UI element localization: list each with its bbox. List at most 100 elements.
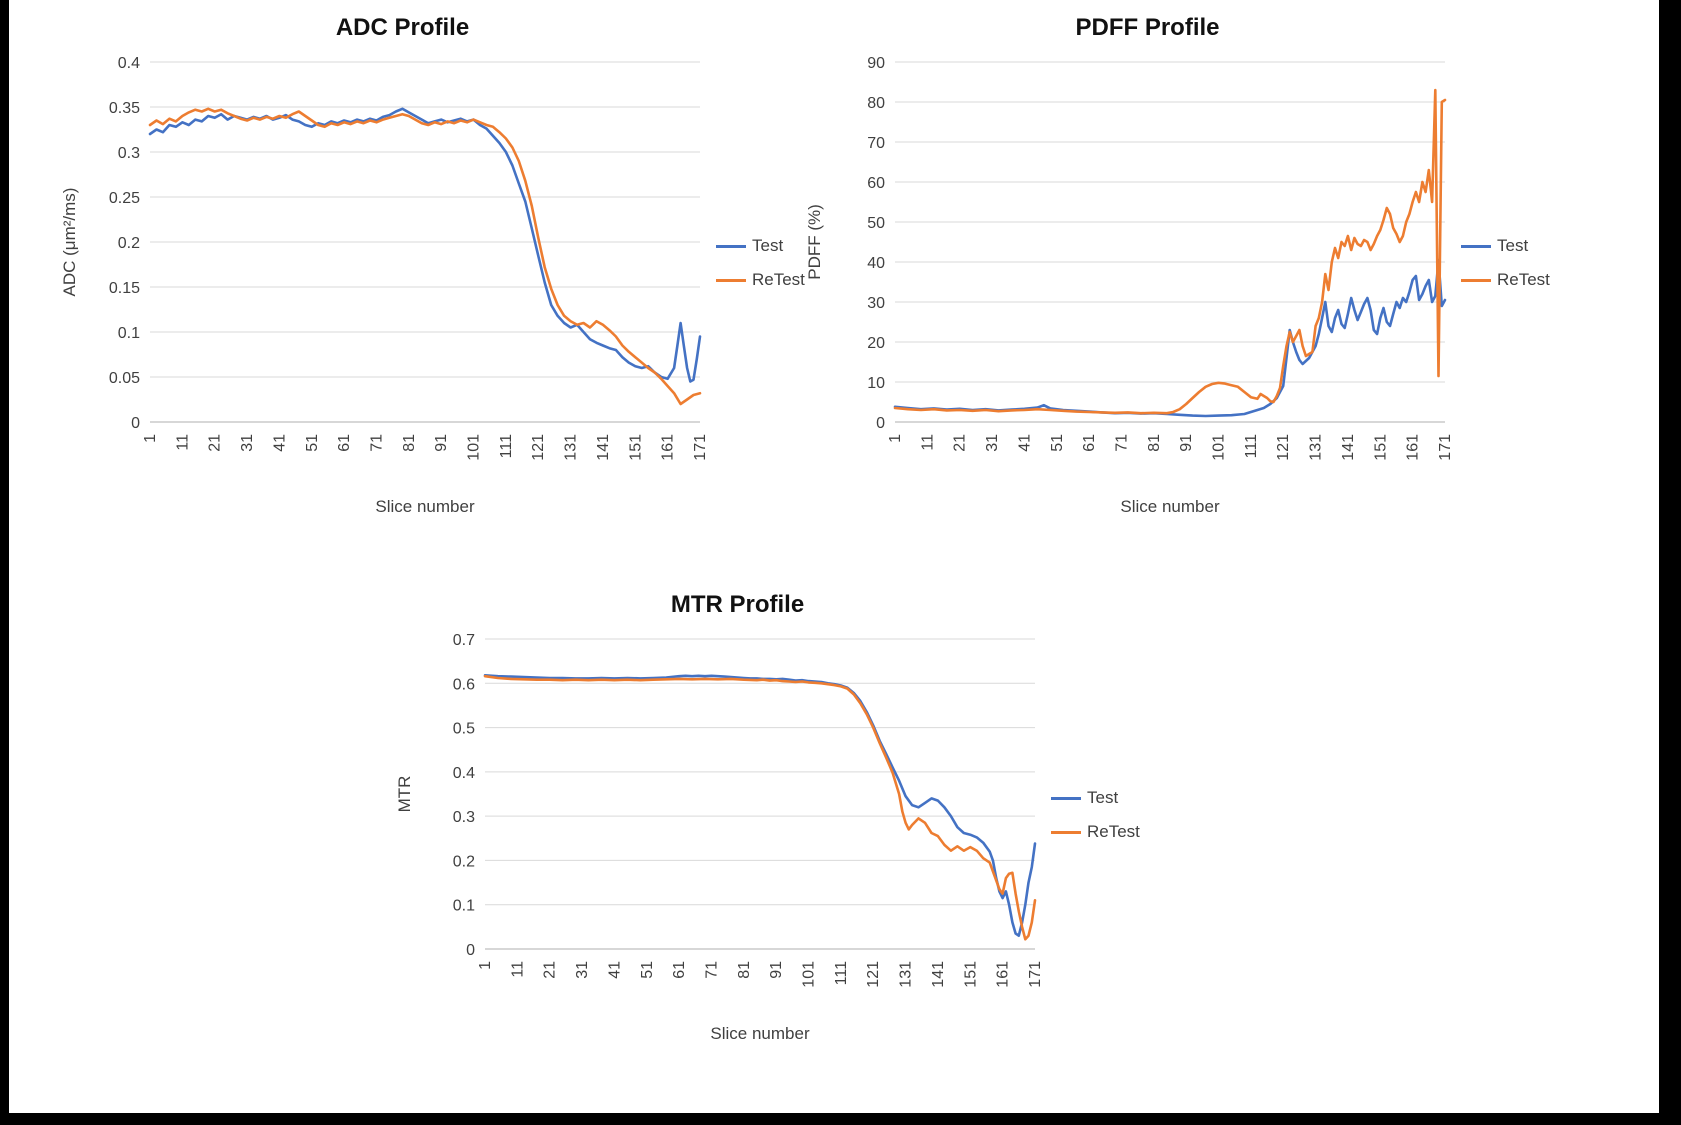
svg-text:0.5: 0.5: [453, 721, 475, 738]
adc-chart: ADC Profile 0 0.05 0.1 0.15 0.2 0.25 0.3 0.35 0.…: [55, 8, 805, 518]
legend-item-retest: ReTest: [1051, 822, 1140, 842]
svg-text:131: 131: [563, 434, 580, 461]
x-axis-title: Slice number: [1120, 497, 1220, 516]
svg-text:41: 41: [606, 961, 623, 979]
svg-text:1: 1: [887, 434, 904, 443]
adc-plot-area: 00.050.10.150.20.250.30.350.41 11 21 31 41 51…: [60, 55, 709, 516]
retest-line-swatch: [1051, 830, 1081, 834]
svg-text:131: 131: [1308, 434, 1325, 461]
svg-text:81: 81: [1146, 434, 1163, 452]
svg-text:0.1: 0.1: [453, 898, 475, 915]
test-line-swatch: [1461, 244, 1491, 248]
series-line-retest: [483, 674, 1037, 941]
svg-text:171: 171: [1437, 434, 1454, 461]
legend-label-test: Test: [1497, 236, 1529, 255]
svg-text:30: 30: [867, 295, 885, 312]
screen-edge-bottom: [0, 1113, 1681, 1125]
legend-label-retest: ReTest: [752, 270, 805, 289]
svg-text:0.6: 0.6: [453, 676, 475, 693]
svg-text:0.3: 0.3: [453, 809, 475, 826]
test-line-swatch: [1051, 796, 1081, 800]
svg-text:0.7: 0.7: [453, 632, 475, 649]
svg-text:0.1: 0.1: [118, 325, 140, 342]
adc-legend: Test ReTest: [716, 8, 805, 518]
svg-text:20: 20: [867, 335, 885, 352]
svg-text:101: 101: [466, 434, 483, 461]
series-line-test: [893, 258, 1447, 418]
svg-text:0.4: 0.4: [453, 765, 475, 782]
series-line-test: [483, 673, 1037, 938]
screen-edge-right: [1659, 0, 1681, 1125]
svg-text:11: 11: [174, 434, 191, 451]
svg-text:141: 141: [930, 961, 947, 988]
svg-text:0.25: 0.25: [109, 190, 140, 207]
svg-text:91: 91: [1178, 434, 1195, 452]
svg-text:111: 111: [833, 961, 850, 985]
svg-text:121: 121: [530, 434, 547, 461]
y-axis-title: MTR: [395, 776, 414, 813]
svg-text:141: 141: [1340, 434, 1357, 461]
svg-text:51: 51: [1049, 434, 1066, 452]
svg-text:50: 50: [867, 215, 885, 232]
svg-text:41: 41: [271, 434, 288, 452]
svg-text:81: 81: [736, 961, 753, 979]
retest-line-swatch: [1461, 278, 1491, 282]
legend-item-retest: ReTest: [1461, 270, 1550, 290]
svg-text:0.4: 0.4: [118, 55, 140, 72]
legend-item-retest: ReTest: [716, 270, 805, 290]
x-axis-title: Slice number: [710, 1024, 810, 1043]
svg-text:101: 101: [1211, 434, 1228, 461]
legend-item-test: Test: [716, 236, 805, 256]
svg-text:121: 121: [865, 961, 882, 988]
svg-text:90: 90: [867, 55, 885, 72]
svg-text:151: 151: [627, 434, 644, 461]
svg-text:61: 61: [336, 434, 353, 452]
pdff-chart-title: PDFF Profile: [1075, 14, 1220, 41]
svg-text:31: 31: [574, 961, 591, 979]
svg-text:61: 61: [671, 961, 688, 979]
svg-text:141: 141: [595, 434, 612, 461]
gridlines: [150, 61, 700, 423]
legend-label-retest: ReTest: [1087, 822, 1140, 841]
svg-text:71: 71: [1114, 434, 1131, 452]
svg-text:10: 10: [867, 375, 885, 392]
svg-text:71: 71: [704, 961, 721, 979]
svg-text:0.2: 0.2: [453, 853, 475, 870]
y-axis-title: PDFF (%): [805, 204, 824, 280]
svg-text:91: 91: [768, 961, 785, 979]
svg-text:111: 111: [1243, 434, 1260, 458]
svg-text:61: 61: [1081, 434, 1098, 452]
test-line-swatch: [716, 244, 746, 248]
svg-text:1: 1: [477, 961, 494, 970]
svg-text:80: 80: [867, 95, 885, 112]
svg-text:0: 0: [876, 415, 885, 432]
svg-text:81: 81: [401, 434, 418, 452]
svg-text:41: 41: [1016, 434, 1033, 452]
series-line-retest: [893, 88, 1447, 415]
axis-tick-labels: 00.050.10.150.20.250.30.350.41 11 21 31 41 51…: [109, 55, 709, 461]
legend-label-test: Test: [1087, 788, 1119, 807]
legend-label-test: Test: [752, 236, 784, 255]
svg-text:11: 11: [509, 961, 526, 978]
svg-text:171: 171: [1027, 961, 1044, 988]
legend-item-test: Test: [1051, 788, 1140, 808]
adc-chart-title: ADC Profile: [335, 14, 470, 41]
svg-text:31: 31: [239, 434, 256, 452]
svg-text:151: 151: [962, 961, 979, 988]
svg-text:0.35: 0.35: [109, 100, 140, 117]
svg-text:101: 101: [801, 961, 818, 988]
mtr-plot-area: 00.10.20.30.40.50.60.71 11 21 31 41 51 61 71 81 9…: [395, 632, 1044, 1043]
svg-text:111: 111: [498, 434, 515, 458]
svg-text:11: 11: [919, 434, 936, 451]
svg-text:71: 71: [369, 434, 386, 452]
retest-line-swatch: [716, 278, 746, 282]
y-axis-title: ADC (μm²/ms): [60, 188, 79, 297]
svg-text:0.05: 0.05: [109, 370, 140, 387]
svg-text:60: 60: [867, 175, 885, 192]
svg-text:91: 91: [433, 434, 450, 452]
series-line-retest: [148, 107, 702, 406]
svg-text:1: 1: [142, 434, 159, 443]
svg-text:40: 40: [867, 255, 885, 272]
axis-tick-labels: 00.10.20.30.40.50.60.71 11 21 31 41 51 61 71 81 9…: [453, 632, 1044, 988]
